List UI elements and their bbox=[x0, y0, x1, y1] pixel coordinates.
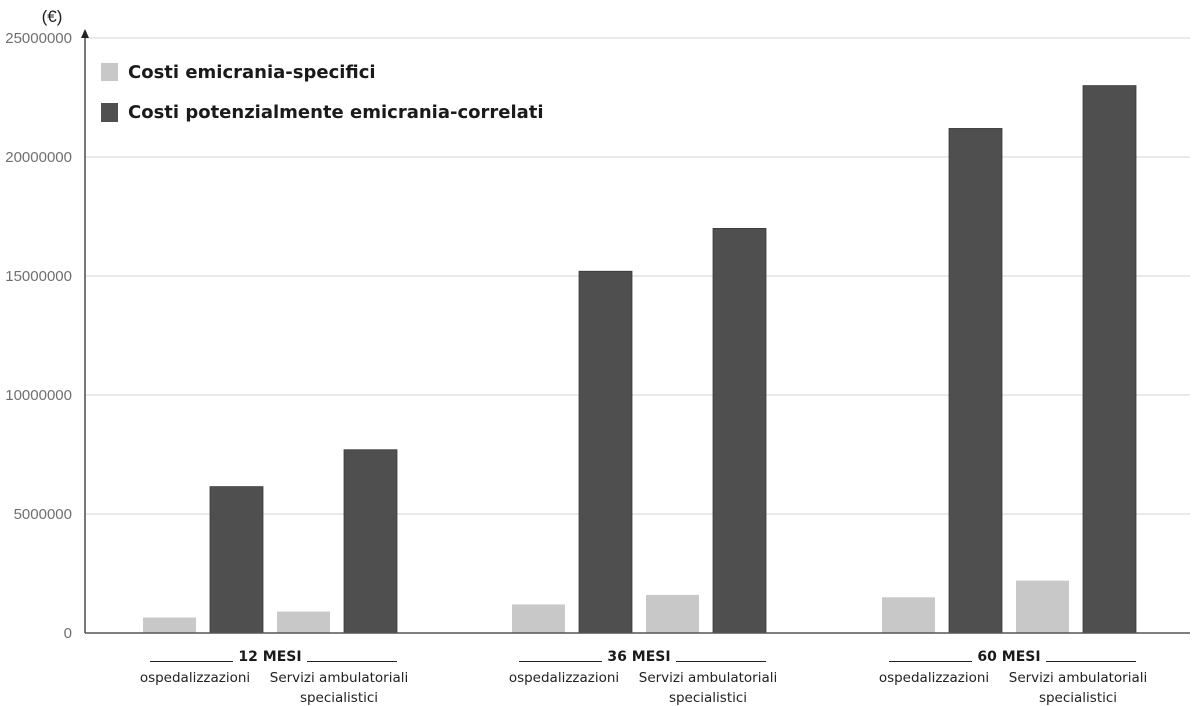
category-label: Servizi ambulatoriali bbox=[1009, 670, 1148, 686]
y-tick-label: 10000000 bbox=[5, 387, 72, 404]
bar-36-mesi-ospedalizzazioni-correlati bbox=[578, 270, 633, 634]
category-label: specialistici bbox=[300, 690, 378, 706]
category-label: ospedalizzazioni bbox=[509, 670, 619, 686]
group-label: 60 MESI bbox=[977, 649, 1040, 665]
bar-12-mesi-servizi-specifici bbox=[277, 611, 330, 633]
y-tick-label: 15000000 bbox=[5, 268, 72, 285]
bar-60-mesi-servizi-specifici bbox=[1016, 580, 1069, 633]
y-tick-label: 25000000 bbox=[5, 30, 72, 47]
y-tick-label: 0 bbox=[64, 625, 72, 642]
category-label: specialistici bbox=[1039, 690, 1117, 706]
legend-label-specifici: Costi emicrania-specifici bbox=[128, 62, 376, 83]
legend-swatch-specifici bbox=[101, 63, 118, 81]
category-label: ospedalizzazioni bbox=[140, 670, 250, 686]
axes bbox=[81, 29, 1190, 634]
y-tick-label: 5000000 bbox=[14, 506, 72, 523]
category-label: Servizi ambulatoriali bbox=[270, 670, 409, 686]
legend: Costi emicrania-specifici Costi potenzia… bbox=[101, 62, 544, 123]
category-label: ospedalizzazioni bbox=[879, 670, 989, 686]
legend-swatch-correlati bbox=[101, 103, 118, 122]
bar-12-mesi-ospedalizzazioni-specifici bbox=[143, 617, 196, 633]
bar-36-mesi-servizi-correlati bbox=[712, 227, 767, 634]
category-label: Servizi ambulatoriali bbox=[639, 670, 778, 686]
bar-12-mesi-servizi-correlati bbox=[343, 449, 398, 634]
gridlines bbox=[85, 37, 1190, 515]
bar-60-mesi-ospedalizzazioni-correlati bbox=[948, 128, 1003, 634]
legend-label-correlati: Costi potenzialmente emicrania-correlati bbox=[128, 102, 544, 123]
group-label: 36 MESI bbox=[607, 649, 670, 665]
category-label: specialistici bbox=[669, 690, 747, 706]
bar-36-mesi-ospedalizzazioni-specifici bbox=[512, 604, 565, 633]
bar-36-mesi-servizi-specifici bbox=[646, 594, 699, 633]
bars bbox=[143, 85, 1137, 634]
y-axis-unit-label: (€) bbox=[42, 7, 63, 26]
bar-12-mesi-ospedalizzazioni-correlati bbox=[209, 486, 264, 634]
y-tick-labels: 0 5000000 10000000 15000000 20000000 25000000 bbox=[5, 30, 72, 642]
x-axis-labels: ospedalizzazioni Servizi ambulatoriali spe… bbox=[140, 649, 1147, 706]
bar-60-mesi-ospedalizzazioni-specifici bbox=[882, 597, 935, 633]
y-tick-label: 20000000 bbox=[5, 149, 72, 166]
y-axis-arrow-icon bbox=[81, 29, 89, 38]
bar-60-mesi-servizi-correlati bbox=[1082, 85, 1137, 634]
group-label: 12 MESI bbox=[238, 649, 301, 665]
